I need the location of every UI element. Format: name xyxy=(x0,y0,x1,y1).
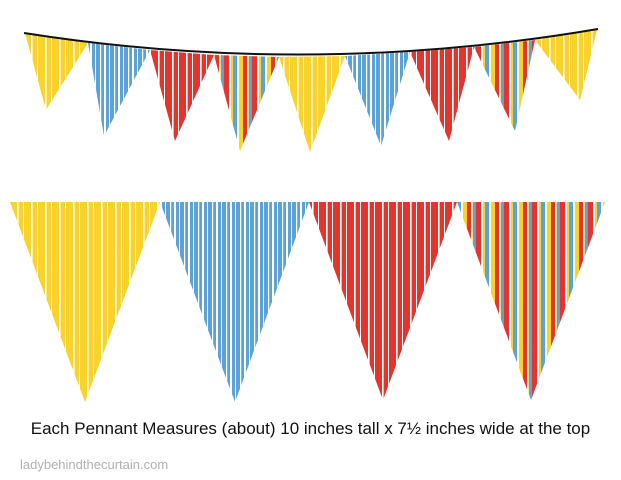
pennant xyxy=(309,202,457,400)
pennant xyxy=(279,56,345,152)
pennant xyxy=(10,202,160,402)
small-bunting xyxy=(23,28,599,152)
pennant xyxy=(535,30,597,100)
pennant xyxy=(345,52,410,146)
pennant xyxy=(474,40,535,131)
pennant xyxy=(410,47,474,141)
pennant xyxy=(150,50,214,141)
pennant xyxy=(457,202,605,400)
pennant xyxy=(214,55,279,151)
pennant-artwork xyxy=(10,28,605,402)
pennant xyxy=(25,33,88,110)
pennant xyxy=(160,202,309,402)
watermark: ladybehindthecurtain.com xyxy=(20,457,169,472)
large-pennants xyxy=(10,202,605,402)
string xyxy=(23,28,599,56)
caption: Each Pennant Measures (about) 10 inches … xyxy=(30,419,591,438)
pennant xyxy=(88,43,150,136)
